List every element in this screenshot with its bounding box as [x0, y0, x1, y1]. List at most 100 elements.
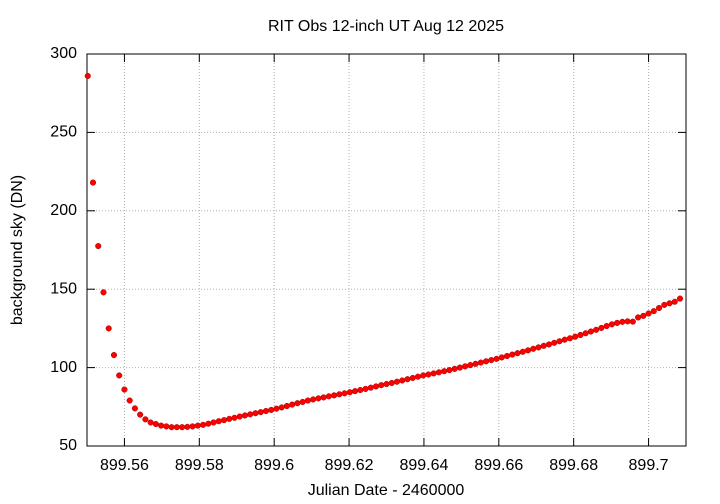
data-point [430, 370, 437, 377]
data-point [268, 406, 275, 413]
data-point [655, 304, 663, 312]
data-point [477, 359, 484, 366]
data-point [205, 420, 212, 427]
data-point [582, 330, 589, 337]
data-point [399, 377, 406, 384]
data-point [210, 419, 217, 426]
data-point [262, 407, 270, 415]
data-point [488, 357, 495, 364]
data-point [467, 362, 474, 369]
data-point [278, 404, 285, 411]
data-point [671, 298, 678, 305]
data-point [273, 405, 280, 412]
data-point [614, 319, 621, 326]
data-point [661, 301, 668, 308]
data-point [608, 321, 615, 328]
data-point [503, 352, 511, 360]
data-point [535, 344, 542, 351]
data-point [200, 421, 207, 428]
data-point [635, 314, 642, 321]
data-point [451, 365, 458, 372]
data-point [367, 384, 374, 391]
data-point [404, 376, 411, 383]
data-point [545, 341, 553, 348]
data-point [89, 179, 97, 186]
data-point [645, 310, 652, 317]
data-point [304, 397, 311, 404]
x-tick-label: 899.56 [100, 457, 149, 474]
data-point [540, 342, 547, 349]
data-point [514, 350, 521, 357]
data-point [572, 333, 579, 340]
data-point [519, 348, 526, 355]
data-point [435, 369, 442, 376]
data-point [446, 367, 453, 374]
data-point [320, 394, 327, 401]
data-point [310, 396, 317, 403]
data-point [640, 312, 647, 319]
data-point [420, 372, 427, 379]
data-point [294, 400, 301, 407]
data-point [226, 415, 233, 422]
data-point [393, 378, 401, 385]
data-point [441, 368, 448, 375]
data-point [409, 374, 416, 381]
data-point [676, 295, 684, 302]
data-point [383, 381, 390, 388]
x-tick-label: 899.64 [399, 457, 448, 474]
data-point [524, 347, 532, 354]
data-point [388, 379, 395, 387]
data-point [163, 423, 170, 430]
data-point [215, 418, 222, 425]
data-point [650, 308, 657, 315]
data-point [116, 372, 123, 379]
data-point [252, 410, 259, 417]
data-point [561, 336, 568, 343]
data-point [425, 371, 432, 378]
data-point [483, 358, 490, 365]
data-point [194, 422, 201, 429]
data-point [131, 405, 138, 412]
data-point [236, 413, 243, 420]
data-point [126, 397, 133, 404]
data-point [247, 411, 254, 418]
data-point [551, 339, 558, 346]
data-point [325, 393, 332, 400]
y-tick-label: 100 [50, 359, 77, 376]
plot-frame [86, 53, 687, 447]
data-point [362, 385, 369, 392]
data-point [587, 328, 594, 335]
data-point [173, 424, 180, 431]
data-point [100, 289, 107, 296]
x-tick-label: 899.58 [175, 457, 224, 474]
data-point [231, 414, 238, 421]
data-point [619, 318, 626, 325]
data-point [462, 363, 469, 370]
x-tick-label: 899.66 [474, 457, 523, 474]
data-point [352, 388, 359, 395]
x-tick-label: 899.62 [325, 457, 374, 474]
y-tick-label: 150 [50, 280, 77, 297]
data-point [315, 395, 322, 402]
data-point [341, 390, 348, 397]
y-tick-label: 50 [59, 437, 77, 454]
data-point [566, 335, 573, 342]
data-point [289, 401, 296, 408]
data-point [556, 338, 563, 345]
x-tick-label: 899.7 [629, 457, 669, 474]
data-point [530, 345, 537, 352]
data-point [95, 243, 102, 250]
data-point [414, 373, 421, 380]
y-axis-label: background sky (DN) [9, 175, 26, 325]
x-tick-label: 899.6 [254, 457, 294, 474]
data-point [158, 422, 165, 429]
data-point [142, 416, 149, 423]
data-point [84, 72, 91, 80]
data-point [666, 300, 673, 307]
data-point [168, 424, 175, 431]
data-point [346, 389, 353, 396]
data-point [299, 398, 306, 405]
data-point [110, 352, 118, 359]
data-point [493, 355, 500, 362]
